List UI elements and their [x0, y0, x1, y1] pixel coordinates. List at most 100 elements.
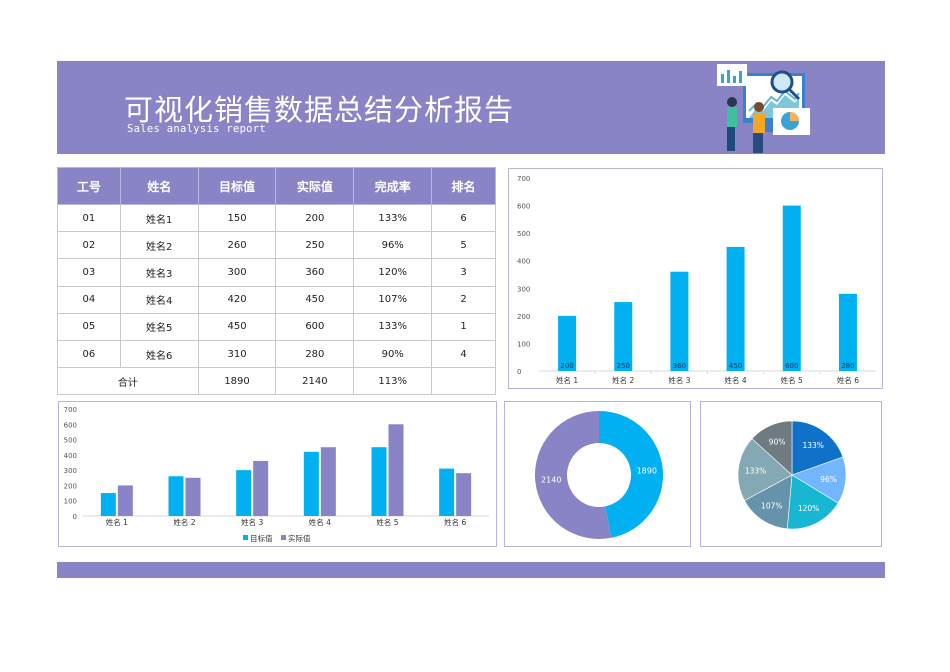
- y-tick-label: 200: [517, 313, 530, 321]
- cell-total-actual: 2140: [275, 367, 355, 396]
- y-tick-label: 300: [64, 467, 77, 475]
- y-tick-label: 600: [517, 203, 530, 211]
- x-tick-label: 姓名 5: [781, 375, 803, 385]
- cell-rank: 2: [431, 285, 496, 314]
- bar: [558, 315, 577, 371]
- cell-actual: 200: [275, 203, 355, 233]
- pie-data-label: 133%: [745, 467, 766, 476]
- cell-actual: 600: [275, 312, 355, 341]
- bar: [838, 293, 857, 371]
- y-tick-label: 300: [517, 285, 530, 293]
- cell-actual: 280: [275, 339, 355, 369]
- cell-id: 02: [57, 231, 121, 260]
- pie-slice: [744, 474, 793, 530]
- cell-id: 04: [57, 285, 121, 314]
- legend-swatch: [243, 535, 248, 540]
- bar-target: [303, 451, 319, 516]
- col-header-rank: 排名: [431, 167, 496, 205]
- donut-data-label: 2140: [541, 476, 561, 485]
- cell-rank: 3: [431, 258, 496, 287]
- completion-rate-pie-chart-svg: 133% 96% 120% 107% 133% 90%: [737, 420, 847, 530]
- y-tick-label: 700: [64, 406, 77, 414]
- col-header-rate: 完成率: [353, 167, 433, 205]
- cell-actual: 450: [275, 285, 355, 314]
- cell-target: 150: [197, 203, 277, 233]
- col-header-name: 姓名: [119, 167, 199, 205]
- legend-label: 实际值: [288, 533, 311, 543]
- table-header-row: 工号 姓名 目标值 实际值 完成率 排名: [57, 167, 496, 205]
- cell-rate: 96%: [353, 231, 433, 260]
- x-tick-label: 姓名 1: [106, 517, 128, 527]
- col-header-actual: 实际值: [275, 167, 355, 205]
- bar-data-label: 280: [841, 362, 854, 370]
- y-tick-label: 200: [64, 482, 77, 490]
- y-tick-label: 0: [517, 368, 521, 376]
- cell-target: 420: [197, 285, 277, 314]
- bar: [726, 246, 745, 371]
- cell-id: 01: [57, 203, 121, 233]
- bar-data-label: 200: [560, 362, 573, 370]
- bar: [782, 205, 801, 371]
- x-tick-label: 姓名 4: [309, 517, 331, 527]
- donut-slice: [599, 411, 663, 538]
- y-tick-label: 400: [64, 452, 77, 460]
- table-row: 02 姓名2 260 250 96% 5: [57, 231, 496, 260]
- bar-data-label: 600: [785, 362, 798, 370]
- actual-bar-chart-svg: 0 100 200 300 400 500 600 700 200 姓名 1 250 姓名 2 360 姓…: [517, 175, 876, 385]
- cell-total-target: 1890: [197, 367, 277, 396]
- target-vs-actual-chart-svg: 0 100 200 300 400 500 600 700 姓名 1 姓名 2 姓名 3 姓名 4 姓名…: [64, 406, 489, 543]
- bar-target: [439, 468, 455, 516]
- pie-data-label: 90%: [769, 437, 786, 446]
- actual-bar-chart: 0 100 200 300 400 500 600 700 200 姓名 1 250 姓名 2 360 姓…: [508, 168, 883, 389]
- cell-rate: 133%: [353, 312, 433, 341]
- y-tick-label: 500: [64, 437, 77, 445]
- y-tick-label: 400: [517, 258, 530, 266]
- table-row: 03 姓名3 300 360 120% 3: [57, 258, 496, 287]
- x-tick-label: 姓名 1: [556, 375, 578, 385]
- x-tick-label: 姓名 4: [725, 375, 747, 385]
- pie-data-label: 133%: [802, 441, 823, 450]
- pie-slice: [791, 420, 844, 476]
- pie-slice: [751, 420, 793, 476]
- y-tick-label: 600: [64, 421, 77, 429]
- bar-actual: [185, 477, 201, 516]
- target-vs-actual-chart: 0 100 200 300 400 500 600 700 姓名 1 姓名 2 姓名 3 姓名 4 姓名…: [58, 401, 497, 547]
- pie-data-label: 96%: [820, 475, 837, 484]
- bar: [614, 302, 633, 371]
- cell-name: 姓名4: [119, 285, 199, 314]
- bar-data-label: 450: [729, 362, 742, 370]
- y-tick-label: 100: [64, 498, 77, 506]
- header-banner: 可视化销售数据总结分析报告 Sales analysis report: [57, 61, 885, 154]
- legend-label: 目标值: [250, 533, 273, 543]
- page-title: 可视化销售数据总结分析报告: [124, 93, 515, 127]
- cell-rank: 1: [431, 312, 496, 341]
- completion-rate-pie-chart: 133% 96% 120% 107% 133% 90%: [700, 401, 882, 547]
- pie-data-label: 107%: [761, 502, 782, 511]
- col-header-id: 工号: [57, 167, 121, 205]
- pie-slice: [737, 438, 793, 501]
- cell-total-label: 合计: [57, 367, 199, 396]
- cell-target: 450: [197, 312, 277, 341]
- cell-target: 260: [197, 231, 277, 260]
- bar-actual: [117, 485, 133, 516]
- cell-name: 姓名1: [119, 203, 199, 233]
- x-tick-label: 姓名 6: [837, 375, 859, 385]
- cell-actual: 360: [275, 258, 355, 287]
- total-donut-chart-svg: 1890 2140: [535, 411, 663, 539]
- cell-id: 05: [57, 312, 121, 341]
- legend-swatch: [281, 535, 286, 540]
- bar-actual: [388, 424, 404, 516]
- cell-total-rate: 113%: [353, 367, 433, 396]
- cell-rate: 120%: [353, 258, 433, 287]
- bar-actual: [320, 447, 336, 516]
- bar-target: [168, 476, 184, 516]
- y-tick-label: 0: [73, 513, 77, 521]
- bar-data-label: 250: [617, 362, 630, 370]
- x-tick-label: 姓名 6: [444, 517, 466, 527]
- cell-rate: 133%: [353, 203, 433, 233]
- cell-target: 300: [197, 258, 277, 287]
- bar-data-label: 360: [673, 362, 686, 370]
- table-row: 01 姓名1 150 200 133% 6: [57, 203, 496, 233]
- y-tick-label: 700: [517, 175, 530, 183]
- cell-name: 姓名5: [119, 312, 199, 341]
